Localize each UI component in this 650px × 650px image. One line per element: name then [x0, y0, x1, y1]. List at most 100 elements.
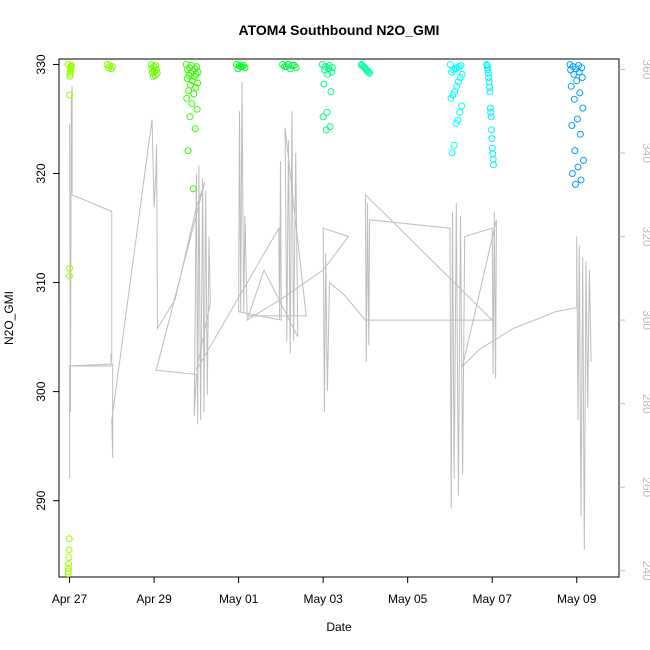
data-point — [488, 126, 495, 134]
data-point — [66, 72, 74, 80]
data-point — [194, 79, 202, 87]
data-point — [328, 64, 336, 72]
gray-line-path — [69, 81, 592, 550]
data-point — [450, 141, 458, 149]
data-point — [186, 113, 194, 121]
data-point — [323, 108, 331, 116]
y-tick-label: 290 — [34, 490, 48, 510]
data-point — [66, 68, 74, 76]
x-tick-label: May 01 — [219, 592, 259, 606]
y2-tick-label: 360 — [640, 59, 650, 79]
data-point — [576, 89, 584, 97]
data-point — [282, 63, 290, 71]
y-axis-label: N2O_GMI — [2, 291, 16, 345]
data-point — [284, 61, 292, 68]
x-tick-label: Apr 27 — [52, 592, 88, 606]
y2-tick-label: 340 — [640, 143, 650, 163]
data-point — [190, 90, 198, 98]
data-point — [65, 546, 73, 554]
data-point — [580, 156, 587, 164]
x-tick-label: May 05 — [388, 592, 428, 606]
data-point — [489, 150, 497, 158]
data-point — [66, 91, 74, 99]
data-point — [568, 170, 576, 177]
data-point — [364, 67, 371, 75]
y2-tick-label: 300 — [640, 310, 650, 330]
data-point — [64, 564, 72, 572]
data-point — [183, 94, 191, 102]
data-point — [66, 264, 74, 272]
data-point — [319, 113, 327, 121]
data-point — [281, 63, 288, 71]
data-point — [456, 108, 464, 116]
data-point — [450, 66, 457, 74]
data-point — [451, 88, 459, 96]
data-point — [487, 113, 495, 121]
data-point — [149, 72, 157, 80]
data-point — [571, 147, 579, 155]
data-point — [328, 68, 336, 76]
y-axis-left: 290 300 310 320 330 — [34, 54, 59, 511]
data-point — [574, 163, 582, 171]
data-point — [484, 66, 492, 74]
data-point — [189, 185, 197, 193]
data-point — [65, 535, 73, 543]
y-tick-label: 310 — [34, 272, 48, 292]
data-point — [67, 66, 74, 74]
y-tick-label: 330 — [34, 54, 48, 74]
data-point — [65, 272, 73, 280]
data-point — [579, 104, 587, 112]
data-point — [190, 72, 198, 80]
data-point — [452, 119, 460, 127]
chart-title: ATOM4 Southbound N2O_GMI — [239, 22, 440, 38]
gray-line-series — [69, 81, 592, 550]
data-point — [486, 83, 493, 91]
data-point — [191, 125, 199, 133]
data-point — [570, 70, 578, 78]
data-point — [65, 560, 73, 568]
data-point — [324, 70, 332, 78]
data-point — [193, 105, 201, 113]
data-point — [486, 88, 494, 96]
data-point — [577, 176, 585, 184]
data-point — [240, 62, 248, 69]
data-point — [572, 180, 579, 188]
data-point — [184, 147, 192, 155]
data-point — [458, 102, 466, 110]
data-point — [192, 83, 200, 91]
y-tick-label: 320 — [34, 163, 48, 183]
data-point — [320, 80, 328, 88]
x-tick-label: May 03 — [303, 592, 343, 606]
data-point — [446, 61, 454, 68]
data-point — [64, 568, 72, 575]
data-point — [64, 570, 72, 578]
data-point — [107, 65, 115, 73]
data-point — [194, 68, 202, 76]
data-point — [576, 130, 584, 138]
y-axis-right: 240 260 280 300 320 340 360 — [619, 59, 650, 581]
y2-tick-label: 320 — [640, 227, 650, 247]
data-point — [485, 74, 493, 81]
data-point — [573, 115, 581, 123]
data-point — [185, 87, 193, 95]
data-point — [567, 82, 575, 90]
data-point — [365, 68, 373, 76]
data-point — [570, 95, 578, 103]
data-point — [578, 74, 586, 81]
data-point — [322, 126, 330, 134]
data-point — [568, 122, 576, 129]
y2-tick-label: 260 — [640, 477, 650, 497]
y2-tick-label: 280 — [640, 394, 650, 414]
data-point — [66, 70, 74, 78]
data-point — [192, 70, 200, 78]
plot-frame — [58, 58, 620, 578]
data-point — [448, 68, 456, 76]
x-axis: Apr 27 Apr 29 May 01 May 03 May 05 May 07 May … — [52, 577, 597, 606]
x-tick-label: May 07 — [473, 592, 513, 606]
data-point — [490, 161, 497, 169]
y-tick-label: 300 — [34, 381, 48, 401]
data-point — [366, 69, 374, 77]
data-point — [487, 108, 495, 116]
data-point — [447, 94, 455, 102]
